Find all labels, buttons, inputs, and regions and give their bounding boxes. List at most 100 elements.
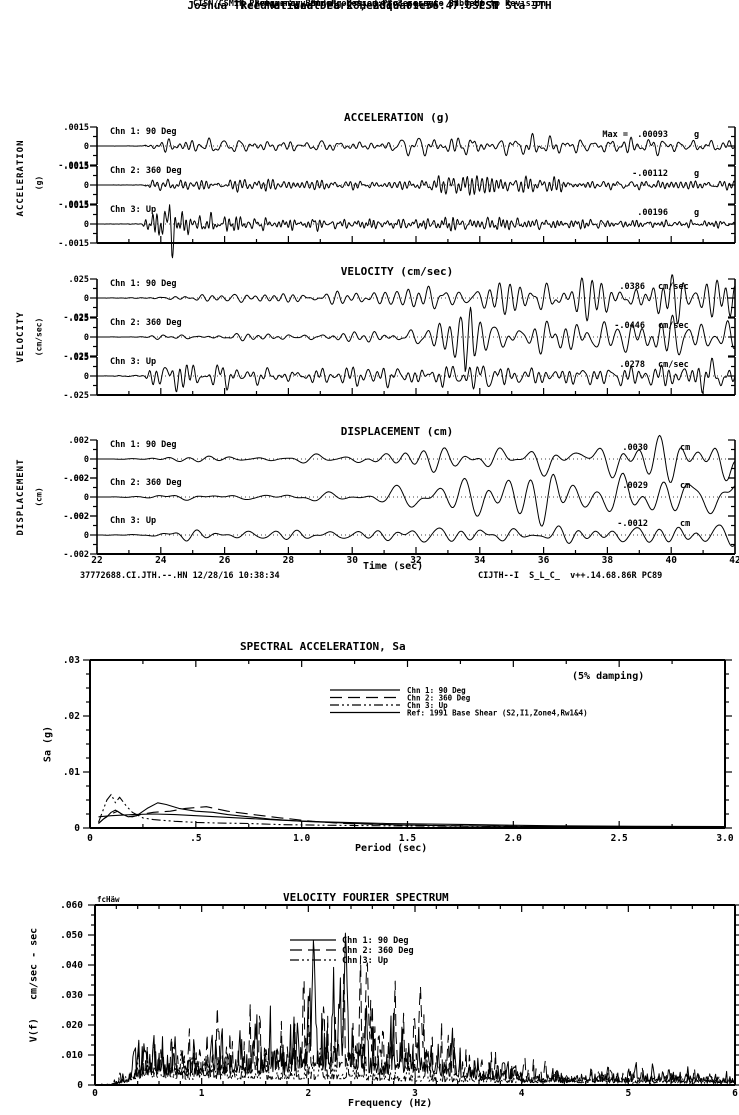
fourier-y-tick-label: .040 [60, 960, 83, 971]
y-tick-label: -.002 [63, 512, 89, 522]
channel-label: Chn 1: 90 Deg [110, 279, 177, 289]
channel-label: Chn 1: 90 Deg [110, 127, 177, 137]
waveform-trace [97, 472, 736, 527]
sa-curve [97, 793, 726, 828]
sa-x-tick-label: 2.5 [611, 833, 628, 844]
channel-label: Chn 2: 360 Deg [110, 478, 182, 488]
sa-curve [98, 806, 726, 828]
y-tick-label: .0015 [63, 123, 89, 133]
fourier-x-tick-label: 6 [732, 1088, 738, 1099]
max-units: cm/sec [658, 360, 689, 370]
fourier-x-tick-label: 2 [305, 1088, 311, 1099]
y-tick-label: 0 [84, 372, 89, 382]
time-tick-label: 34 [474, 555, 486, 566]
sa-curve [98, 802, 726, 828]
damping-note: (5% damping) [572, 671, 645, 682]
legend-label: Chn 1: 90 Deg [407, 686, 466, 695]
waveform-trace [97, 204, 736, 259]
time-tick-label: 40 [665, 555, 677, 566]
y-tick-label: -.002 [63, 550, 89, 560]
y-tick-label: .025 [69, 353, 89, 363]
max-value: .00093 [637, 130, 668, 140]
y-tick-label: -.0015 [58, 200, 89, 210]
time-tick-label: 28 [283, 555, 295, 566]
y-tick-label: 0 [84, 181, 89, 191]
fourier-y-tick-label: .010 [60, 1050, 83, 1061]
max-value: .0029 [622, 481, 648, 491]
max-value: .00196 [637, 208, 668, 218]
y-tick-label: .025 [69, 275, 89, 285]
y-tick-label: .002 [69, 436, 89, 446]
y-tick-label: 0 [84, 220, 89, 230]
fourier-x-axis-label: Frequency (Hz) [348, 1098, 433, 1109]
channel-label: Chn 3: Up [110, 357, 156, 367]
max-prefix: Max = [602, 130, 628, 140]
frequency-band-note: Frequency Band Processed: 3.3 secs to 23… [254, 0, 485, 9]
fourier-x-tick-label: 5 [625, 1088, 631, 1099]
fourier-chart-title: VELOCITY FOURIER SPECTRUM [283, 891, 449, 904]
channel-label: Chn 2: 360 Deg [110, 166, 182, 176]
waveform-trace [97, 175, 736, 196]
record-id-footer: 37772688.CI.JTH.--.HN 12/28/16 10:38:34 [80, 571, 280, 581]
y-tick-label: 0 [84, 493, 89, 503]
y-tick-label: -.0015 [58, 161, 89, 171]
legend-label: Chn 2: 360 Deg [407, 694, 471, 703]
fourier-y-tick-label: .020 [60, 1020, 83, 1031]
y-tick-label: .002 [69, 512, 89, 522]
legend-label: Chn 2: 360 Deg [342, 946, 414, 956]
max-value: -.0012 [617, 519, 648, 529]
time-tick-label: 26 [219, 555, 231, 566]
legend-label: Ref: 1991 Base Shear (S2,I1,Zone4,Rw1&4) [407, 709, 588, 718]
fourier-y-tick-label: .030 [60, 990, 83, 1001]
y-tick-label: 0 [84, 455, 89, 465]
max-value: .0386 [619, 282, 645, 292]
record-timestamp: Rcrd of Wed Dec 28, 2016 09:56:47.0 PST [240, 0, 499, 12]
processing-disclaimer: CISN/CSMIP Preliminary Strong Motion Pro… [192, 0, 547, 9]
time-axis-label: Time (sec) [363, 561, 424, 572]
fourier-y-tick-label: .060 [60, 900, 83, 911]
max-value: .0278 [619, 360, 645, 370]
legend-label: Chn 3: Up [342, 956, 388, 966]
sa-y-tick-label: .02 [63, 711, 80, 722]
max-units: g [694, 208, 699, 218]
y-tick-label: .0015 [63, 201, 89, 211]
fourier-x-tick-label: 4 [519, 1088, 525, 1099]
time-tick-label: 24 [155, 555, 167, 566]
channel-label: Chn 2: 360 Deg [110, 318, 182, 328]
displacement-panel-title: DISPLACEMENT (cm) [340, 425, 454, 438]
waveform-trace [97, 274, 736, 325]
filter-corner-marker: fcHäw [97, 895, 120, 904]
sa-x-tick-label: 1.0 [293, 833, 310, 844]
max-value: .0030 [622, 443, 648, 453]
max-units: cm [680, 519, 690, 529]
waveform-trace [97, 306, 736, 372]
sa-chart-title: SPECTRAL ACCELERATION, Sa [240, 640, 406, 653]
station-title: Joshua Tree National Park Headquarters S… [187, 0, 552, 12]
sa-x-tick-label: 0 [87, 833, 93, 844]
y-tick-label: -.025 [63, 391, 89, 401]
time-tick-label: 42 [729, 555, 739, 566]
max-value: -.0446 [614, 321, 645, 331]
time-tick-label: 30 [346, 555, 358, 566]
acceleration-panel-title: ACCELERATION (g) [344, 111, 450, 124]
y-tick-label: .0015 [63, 162, 89, 172]
sa-curve [98, 813, 726, 828]
channel-label: Chn 1: 90 Deg [110, 440, 177, 450]
time-tick-label: 32 [410, 555, 421, 566]
processing-id-footer: CIJTH--I S_L_C_ v++.14.68.86R PC89 [478, 571, 663, 581]
y-tick-label: 0 [84, 142, 89, 152]
time-tick-label: 36 [538, 555, 550, 566]
fourier-y-tick-label: 0 [77, 1080, 83, 1091]
sa-y-tick-label: 0 [74, 823, 80, 834]
y-tick-label: .002 [69, 474, 89, 484]
sa-x-tick-label: 2.0 [505, 833, 522, 844]
time-tick-label: 38 [602, 555, 614, 566]
max-units: g [694, 130, 699, 140]
legend-label: Chn 1: 90 Deg [342, 936, 409, 946]
y-tick-label: -.025 [63, 352, 89, 362]
max-units: g [694, 169, 699, 179]
y-tick-label: 0 [84, 333, 89, 343]
sa-x-tick-label: .5 [190, 833, 202, 844]
